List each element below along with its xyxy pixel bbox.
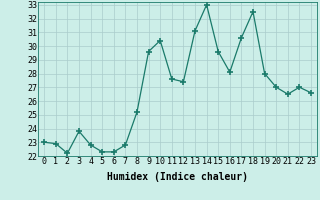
X-axis label: Humidex (Indice chaleur): Humidex (Indice chaleur) (107, 172, 248, 182)
